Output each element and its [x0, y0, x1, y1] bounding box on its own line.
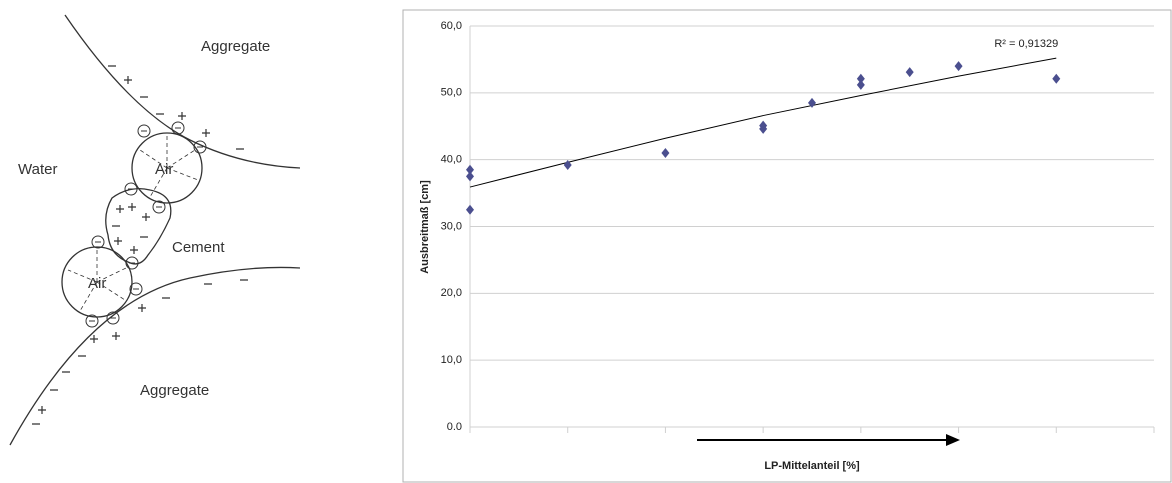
diagram-label: Air — [88, 275, 106, 292]
data-point — [906, 67, 914, 77]
y-tick-label: 30,0 — [441, 220, 462, 232]
x-axis-label: LP-Mittelanteil [%] — [764, 460, 860, 472]
y-axis-label: Ausbreitmaß [cm] — [419, 180, 431, 274]
charged-sites — [86, 122, 206, 327]
data-point — [661, 148, 669, 158]
trendline-label: R² = 0,91329 — [994, 38, 1058, 50]
diagram-label: Aggregate — [140, 382, 209, 399]
data-point — [1052, 74, 1060, 84]
diagram: Aggregate Water Air Cement Air Aggregate — [10, 15, 300, 445]
data-point — [955, 61, 963, 71]
diagram-label: Air — [155, 161, 173, 178]
y-tick-label: 10,0 — [441, 354, 462, 366]
data-point — [466, 171, 474, 181]
y-tick-label: 60,0 — [441, 20, 462, 32]
diagram-label: Water — [18, 161, 57, 178]
y-tick-label: 40,0 — [441, 154, 462, 166]
y-tick-label: 50,0 — [441, 87, 462, 99]
data-point — [857, 80, 865, 90]
aggregate-boundary — [10, 267, 300, 445]
figure: Aggregate Water Air Cement Air Aggregate… — [0, 0, 1172, 483]
arrow-head — [946, 434, 960, 446]
y-tick-label: 0.0 — [447, 421, 462, 433]
data-point — [466, 205, 474, 215]
chart: Ausbreitmaß [cm] LP-Mittelanteil [%] 0.0… — [403, 10, 1171, 482]
page: Aggregate Water Air Cement Air Aggregate… — [0, 0, 1172, 483]
diagram-label: Cement — [172, 239, 225, 256]
y-tick-label: 20,0 — [441, 287, 462, 299]
diagram-label: Aggregate — [201, 38, 270, 55]
